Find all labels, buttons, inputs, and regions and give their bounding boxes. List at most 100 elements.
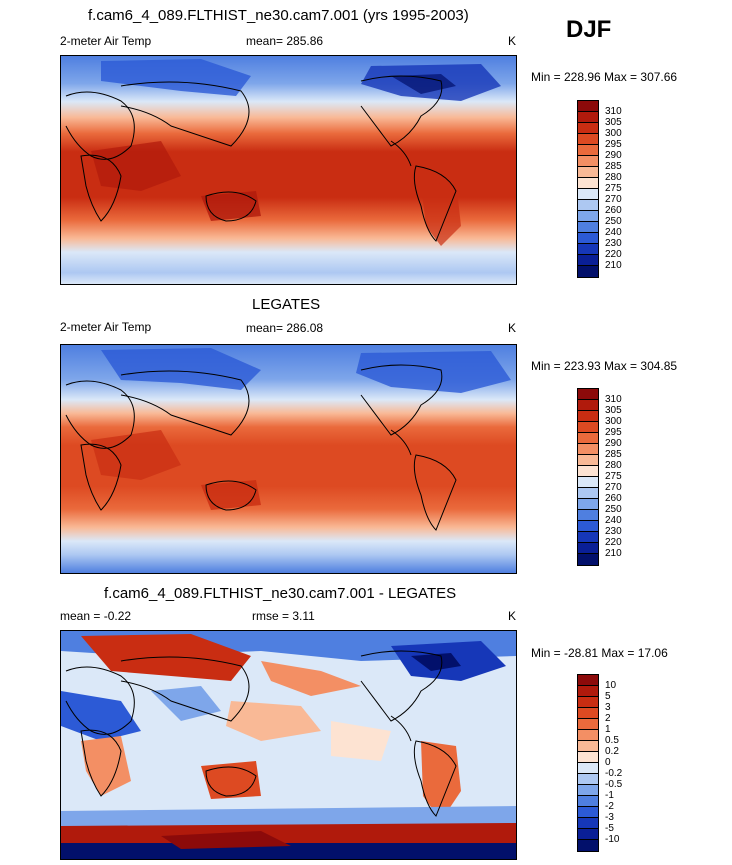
panel2-minmax: Min = 223.93 Max = 304.85 [531, 359, 678, 373]
panel2-tick-label: 300 [605, 416, 622, 427]
panel1-tick-label: 310 [605, 106, 622, 117]
panel2-swatch [578, 422, 598, 433]
panel3-swatch [578, 741, 598, 752]
panel3-swatch [578, 730, 598, 741]
panel1-swatch [578, 233, 598, 244]
panel3-swatch [578, 785, 598, 796]
panel2-swatch [578, 444, 598, 455]
panel1-swatch [578, 266, 598, 277]
panel1-tick-label: 250 [605, 216, 622, 227]
panel3-swatch [578, 774, 598, 785]
panel1-tick-label: 270 [605, 194, 622, 205]
panel3-swatch [578, 796, 598, 807]
panel2-swatch [578, 510, 598, 521]
panel3-mean-label: mean = -0.22 [60, 609, 132, 623]
panel1-swatch [578, 178, 598, 189]
panel2-map [60, 344, 517, 574]
panel1-swatch [578, 200, 598, 211]
panel2-tick-label: 220 [605, 537, 622, 548]
panel2-title: LEGATES [252, 296, 321, 313]
panel3-tick-label: 1 [605, 724, 611, 735]
panel3-swatch [578, 719, 598, 730]
panel1-swatch [578, 101, 598, 112]
panel3-colorbar [577, 674, 599, 852]
panel2-tick-label: 280 [605, 460, 622, 471]
panel2-swatch [578, 543, 598, 554]
panel3-swatch [578, 675, 598, 686]
panel1-tick-label: 280 [605, 172, 622, 183]
panel2-tick-label: 270 [605, 482, 622, 493]
panel2-tick-label: 230 [605, 526, 622, 537]
panel3-tick-label: 2 [605, 713, 611, 724]
panel2-tick-label: 260 [605, 493, 622, 504]
panel3-tick-label: -0.2 [605, 768, 623, 779]
panel2-swatch [578, 433, 598, 444]
panel1-tick-label: 220 [605, 249, 622, 260]
panel1-mean-label: mean= 285.86 [246, 34, 324, 48]
panel1-minmax: Min = 228.96 Max = 307.66 [531, 70, 678, 84]
panel1-swatch [578, 255, 598, 266]
panel1-swatch [578, 112, 598, 123]
panel1-tick-label: 295 [605, 139, 622, 150]
panel1-title: f.cam6_4_089.FLTHIST_ne30.cam7.001 (yrs … [88, 7, 469, 24]
panel2-tick-label: 310 [605, 394, 622, 405]
panel2-tick-label: 275 [605, 471, 622, 482]
panel2-swatch [578, 499, 598, 510]
panel2-mean-label: mean= 286.08 [246, 321, 324, 335]
panel1-swatch [578, 123, 598, 134]
panel3-map [60, 630, 517, 860]
panel3-units: K [508, 609, 517, 623]
panel2-swatch [578, 488, 598, 499]
panel3-tick-label: -3 [605, 812, 614, 823]
panel1-tick-label: 275 [605, 183, 622, 194]
panel2-swatch [578, 389, 598, 400]
panel1-map [60, 55, 517, 285]
panel2-units: K [508, 321, 517, 335]
panel2-colorbar [577, 388, 599, 566]
panel3-swatch [578, 807, 598, 818]
panel3-title: f.cam6_4_089.FLTHIST_ne30.cam7.001 - LEG… [104, 585, 457, 602]
panel3-swatch [578, 818, 598, 829]
panel3-tick-label: 5 [605, 691, 611, 702]
panel2-swatch [578, 477, 598, 488]
panel3-tick-label: -10 [605, 834, 620, 845]
panel1-tick-label: 260 [605, 205, 622, 216]
panel1-tick-label: 305 [605, 117, 622, 128]
panel1-tick-label: 230 [605, 238, 622, 249]
panel2-tick-label: 305 [605, 405, 622, 416]
panel1-swatch [578, 156, 598, 167]
panel1-swatch [578, 145, 598, 156]
panel1-swatch [578, 222, 598, 233]
panel3-swatch [578, 697, 598, 708]
panel2-tick-label: 240 [605, 515, 622, 526]
panel3-rmse-label: rmse = 3.11 [252, 609, 315, 623]
panel2-swatch [578, 521, 598, 532]
season-label: DJF [566, 16, 612, 43]
panel1-swatch [578, 211, 598, 222]
panel3-swatch [578, 752, 598, 763]
panel3-tick-label: 0.5 [605, 735, 619, 746]
panel1-tick-label: 210 [605, 260, 622, 271]
panel2-swatch [578, 411, 598, 422]
panel2-tick-label: 250 [605, 504, 622, 515]
panel1-tick-label: 300 [605, 128, 622, 139]
panel2-left-label: 2-meter Air Temp [60, 320, 152, 334]
panel1-colorbar [577, 100, 599, 278]
panel1-tick-label: 290 [605, 150, 622, 161]
panel1-tick-label: 285 [605, 161, 622, 172]
panel3-tick-label: 3 [605, 702, 611, 713]
panel1-left-label: 2-meter Air Temp [60, 34, 152, 48]
panel1-units: K [508, 34, 517, 48]
panel3-tick-label: -2 [605, 801, 614, 812]
panel3-swatch [578, 829, 598, 840]
panel3-tick-label: -1 [605, 790, 614, 801]
panel2-swatch [578, 466, 598, 477]
panel3-tick-label: -0.5 [605, 779, 623, 790]
panel3-minmax: Min = -28.81 Max = 17.06 [531, 646, 668, 660]
panel1-tick-label: 240 [605, 227, 622, 238]
panel3-swatch [578, 763, 598, 774]
panel3-tick-label: 0 [605, 757, 611, 768]
panel1-swatch [578, 244, 598, 255]
panel3-tick-label: 0.2 [605, 746, 619, 757]
panel2-tick-label: 285 [605, 449, 622, 460]
